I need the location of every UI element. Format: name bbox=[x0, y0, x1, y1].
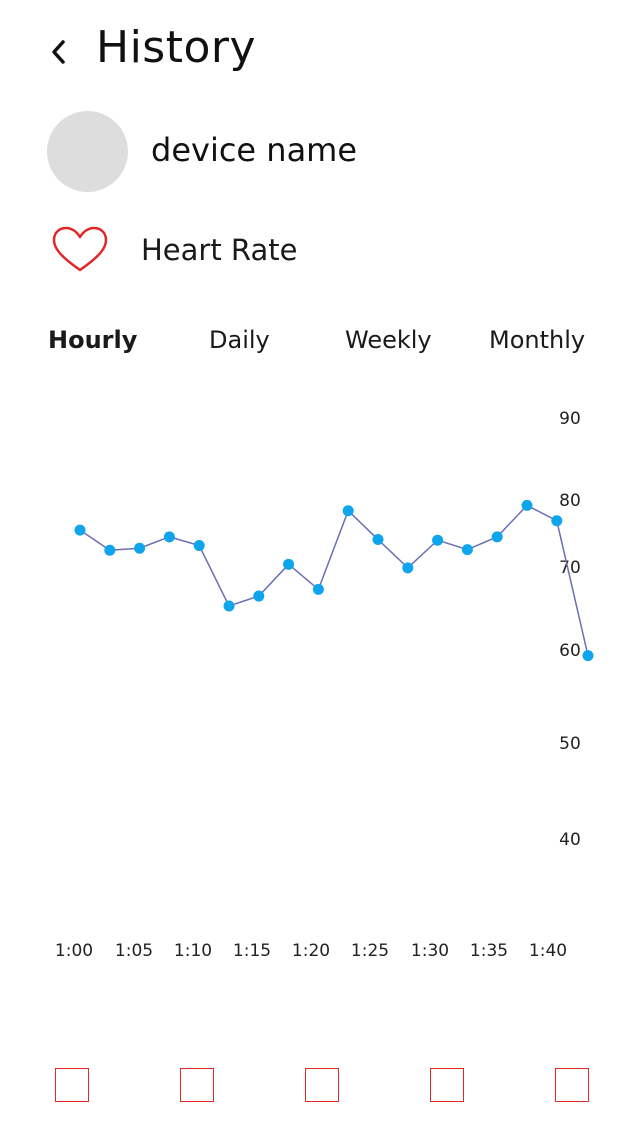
tab-monthly[interactable]: Monthly bbox=[489, 326, 586, 354]
data-point bbox=[432, 534, 444, 546]
y-tick-label: 70 bbox=[559, 558, 581, 578]
y-tick-label: 90 bbox=[559, 409, 581, 429]
data-point bbox=[551, 515, 563, 527]
bottom-nav bbox=[0, 1068, 640, 1108]
data-point bbox=[193, 540, 205, 552]
x-tick-label: 1:20 bbox=[292, 941, 330, 961]
nav-item-2-square-icon[interactable] bbox=[180, 1068, 214, 1102]
x-tick-label: 1:00 bbox=[55, 941, 93, 961]
x-tick-label: 1:10 bbox=[174, 941, 212, 961]
data-point bbox=[283, 558, 295, 570]
y-tick-label: 40 bbox=[559, 830, 581, 850]
series-line bbox=[79, 504, 589, 656]
x-tick-label: 1:35 bbox=[470, 941, 508, 961]
x-tick-label: 1:30 bbox=[411, 941, 449, 961]
metric-label: Heart Rate bbox=[141, 233, 298, 267]
page-title: History bbox=[96, 22, 257, 73]
back-button[interactable] bbox=[40, 30, 76, 74]
x-tick-label: 1:40 bbox=[529, 941, 567, 961]
data-point bbox=[104, 544, 116, 556]
device-avatar bbox=[47, 111, 128, 192]
nav-item-5-square-icon[interactable] bbox=[555, 1068, 589, 1102]
data-point bbox=[491, 531, 503, 543]
tab-hourly[interactable]: Hourly bbox=[48, 326, 138, 354]
y-tick-label: 60 bbox=[559, 641, 581, 661]
nav-item-4-square-icon[interactable] bbox=[430, 1068, 464, 1102]
x-tick-label: 1:05 bbox=[115, 941, 153, 961]
x-tick-label: 1:15 bbox=[233, 941, 271, 961]
heart-outline-icon bbox=[52, 226, 108, 272]
data-point bbox=[342, 505, 354, 517]
tab-daily[interactable]: Daily bbox=[209, 326, 270, 354]
data-point bbox=[372, 534, 384, 546]
data-point bbox=[253, 590, 265, 602]
nav-item-1-square-icon[interactable] bbox=[55, 1068, 89, 1102]
data-point bbox=[521, 499, 533, 511]
data-point bbox=[461, 544, 473, 556]
y-tick-label: 50 bbox=[559, 734, 581, 754]
heart-rate-chart: 90 80 70 60 50 40 1:00 1:05 1:10 1:15 1:20 1:25 1:30… bbox=[55, 409, 594, 961]
chevron-left-icon bbox=[52, 40, 65, 64]
y-tick-label: 80 bbox=[559, 491, 581, 511]
device-name: device name bbox=[151, 131, 358, 169]
data-point bbox=[402, 562, 414, 574]
tab-weekly[interactable]: Weekly bbox=[345, 326, 432, 354]
data-point bbox=[134, 542, 146, 554]
data-point bbox=[223, 600, 235, 612]
x-tick-label: 1:25 bbox=[351, 941, 389, 961]
nav-item-3-square-icon[interactable] bbox=[305, 1068, 339, 1102]
data-point bbox=[312, 583, 324, 595]
data-point bbox=[582, 650, 594, 662]
data-point bbox=[163, 531, 175, 543]
data-point bbox=[74, 524, 86, 536]
